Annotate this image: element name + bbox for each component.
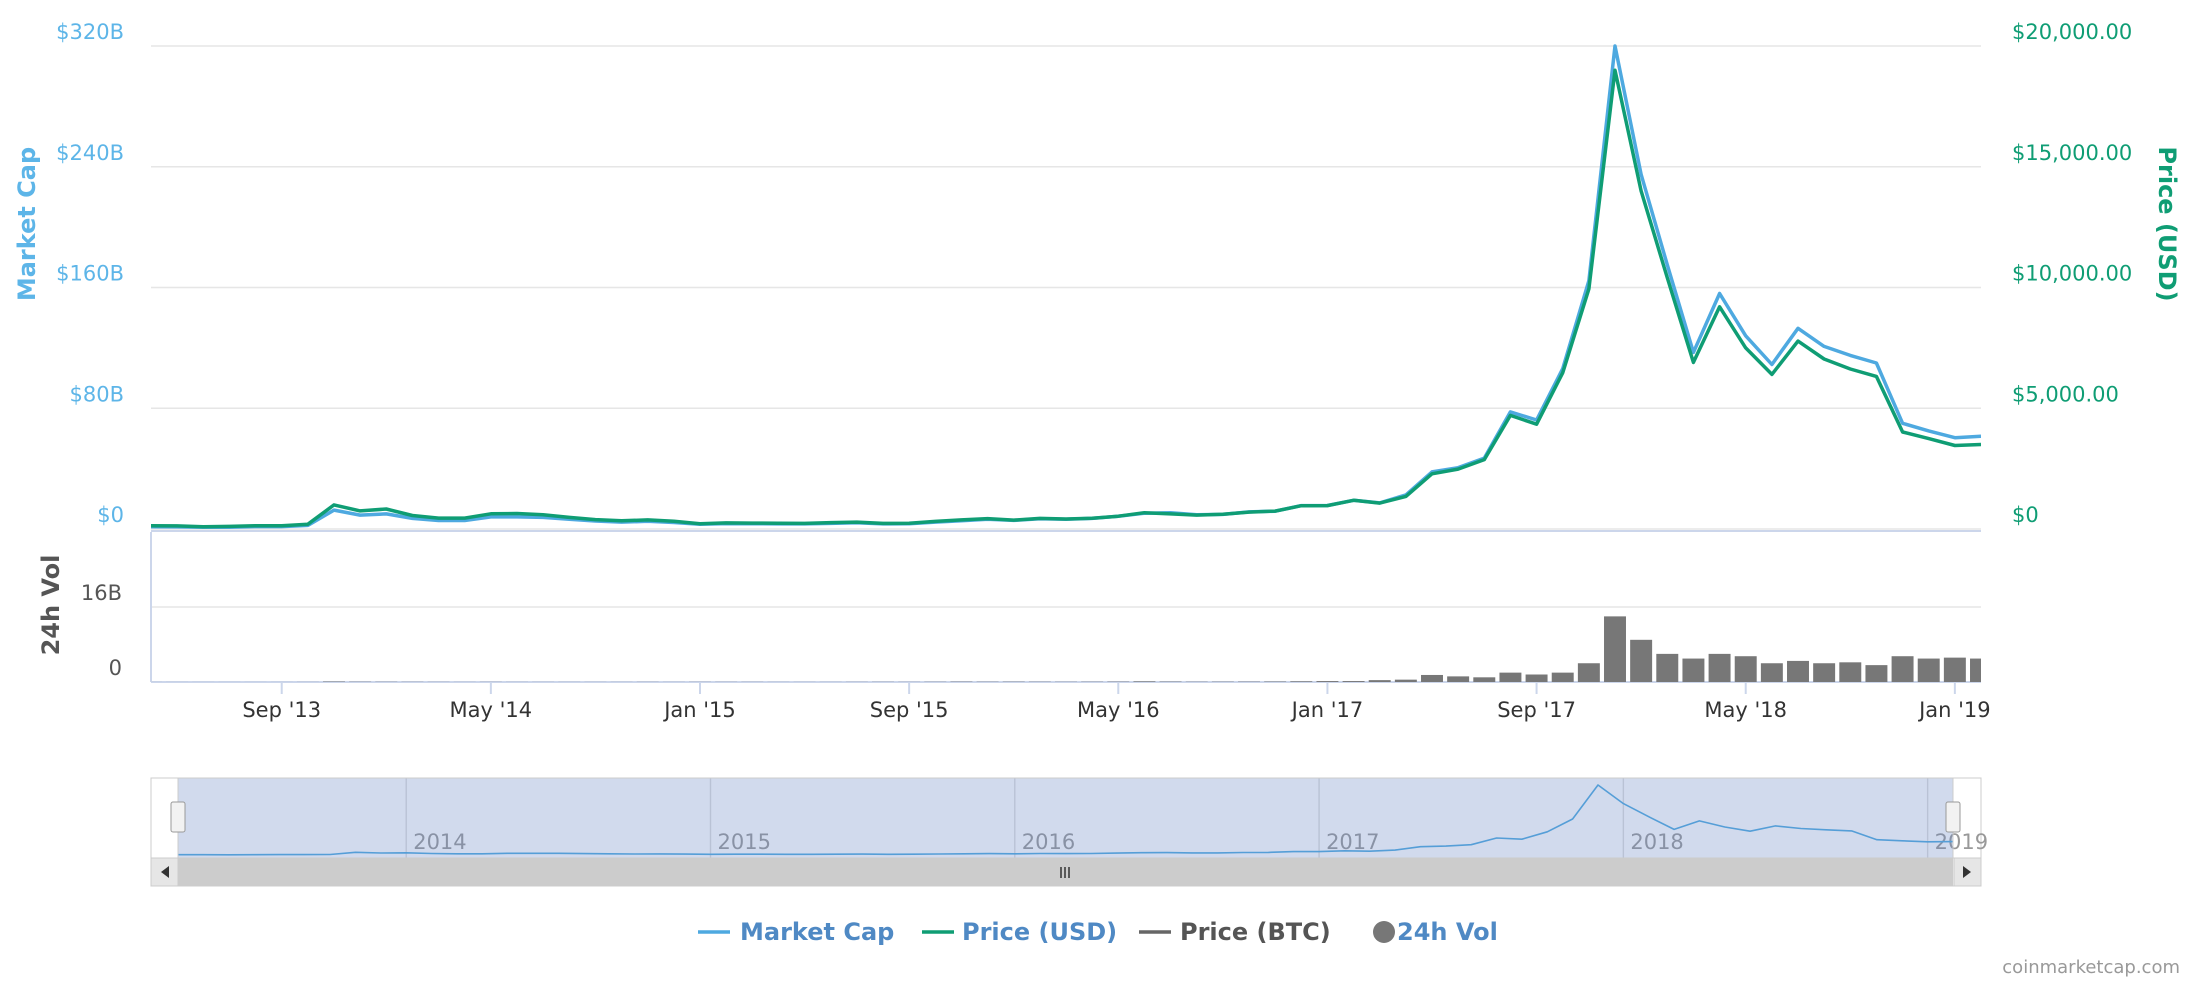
tick-label: $0 bbox=[2012, 503, 2039, 527]
volume-bar bbox=[1813, 663, 1836, 682]
credits[interactable]: coinmarketcap.com bbox=[2002, 957, 2180, 978]
volume-bar bbox=[1839, 662, 1862, 682]
navigator: 201420152016201720182019 bbox=[178, 778, 1988, 858]
volume-bar bbox=[1604, 616, 1626, 682]
navigator-line bbox=[178, 784, 1954, 856]
volume-bar bbox=[1917, 658, 1940, 682]
volume-bar bbox=[1787, 660, 1809, 682]
tick-label: 0 bbox=[109, 656, 122, 680]
volume-bar bbox=[1577, 663, 1600, 682]
tick-label: 16B bbox=[81, 581, 122, 605]
navigator-label: 2014 bbox=[413, 830, 466, 854]
tick-label: $240B bbox=[56, 141, 124, 165]
tick-label: $320B bbox=[56, 20, 124, 44]
tick-label: $5,000.00 bbox=[2012, 382, 2119, 406]
navigator-label: 2018 bbox=[1630, 830, 1683, 854]
navigator-mask[interactable] bbox=[177, 777, 1954, 859]
volume-bar bbox=[1342, 681, 1365, 682]
series-line bbox=[151, 68, 1981, 529]
tick-label: $80B bbox=[70, 382, 125, 406]
scroll-grip bbox=[1060, 867, 1070, 878]
volume-bar bbox=[1421, 674, 1443, 682]
legend-symbol bbox=[1373, 921, 1395, 943]
x-tick-label: Sep '13 bbox=[242, 698, 321, 722]
volume-bar bbox=[1394, 679, 1417, 682]
x-tick-label: Jan '15 bbox=[662, 698, 736, 722]
volume-bar bbox=[1525, 674, 1548, 682]
volume-area bbox=[151, 616, 1981, 682]
series-line bbox=[151, 44, 1981, 530]
y-axis-title: Market Cap bbox=[13, 147, 41, 301]
arrow-right bbox=[1963, 866, 1971, 878]
volume-bar bbox=[1551, 672, 1574, 682]
legend-label: 24h Vol bbox=[1397, 918, 1498, 946]
volume-bar bbox=[1970, 658, 1981, 682]
volume-bar bbox=[1499, 672, 1522, 682]
x-tick-label: May '14 bbox=[450, 698, 533, 722]
navigator-frame bbox=[150, 777, 1982, 859]
navigator-handle[interactable] bbox=[1945, 801, 1961, 833]
volume-bar bbox=[1682, 658, 1705, 682]
volume-bar bbox=[1760, 663, 1783, 682]
navigator-label: 2017 bbox=[1326, 830, 1379, 854]
volume-bar bbox=[1133, 681, 1156, 682]
volume-bar bbox=[1316, 681, 1339, 682]
legend-label: Market Cap bbox=[740, 918, 894, 946]
x-tick-label: Jan '19 bbox=[1917, 698, 1991, 722]
legend-label: Price (BTC) bbox=[1180, 918, 1331, 946]
tick-label: $15,000.00 bbox=[2012, 141, 2132, 165]
tick-label: $10,000.00 bbox=[2012, 262, 2132, 286]
x-tick-label: Jan '17 bbox=[1290, 698, 1364, 722]
navigator-handle[interactable] bbox=[170, 801, 186, 833]
volume-bar bbox=[1656, 653, 1679, 682]
volume-bar bbox=[1734, 656, 1757, 682]
x-tick-label: May '16 bbox=[1077, 698, 1160, 722]
x-tick-label: May '18 bbox=[1704, 698, 1787, 722]
volume-bar bbox=[1447, 676, 1470, 682]
volume-bar bbox=[1708, 653, 1731, 682]
navigator-label: 2015 bbox=[718, 830, 771, 854]
volume-bar bbox=[1891, 656, 1914, 682]
volume-bar bbox=[1630, 639, 1653, 682]
y3-axis-title: 24h Vol bbox=[37, 555, 65, 656]
x-tick-label: Sep '17 bbox=[1497, 698, 1576, 722]
volume-bar bbox=[1368, 680, 1391, 682]
volume-bar bbox=[1943, 657, 1966, 682]
legend-label: Price (USD) bbox=[962, 918, 1117, 946]
volume-bar bbox=[1473, 677, 1496, 682]
tick-label: $0 bbox=[97, 503, 124, 527]
tick-label: $160B bbox=[56, 262, 124, 286]
y2-axis-title: Price (USD) bbox=[2153, 146, 2181, 301]
volume-bar bbox=[1865, 665, 1888, 682]
x-tick-label: Sep '15 bbox=[870, 698, 949, 722]
arrow-left bbox=[161, 866, 169, 878]
navigator-label: 2016 bbox=[1022, 830, 1075, 854]
volume-bar bbox=[1290, 681, 1313, 682]
tick-label: $20,000.00 bbox=[2012, 20, 2132, 44]
plot-area bbox=[151, 44, 1981, 530]
